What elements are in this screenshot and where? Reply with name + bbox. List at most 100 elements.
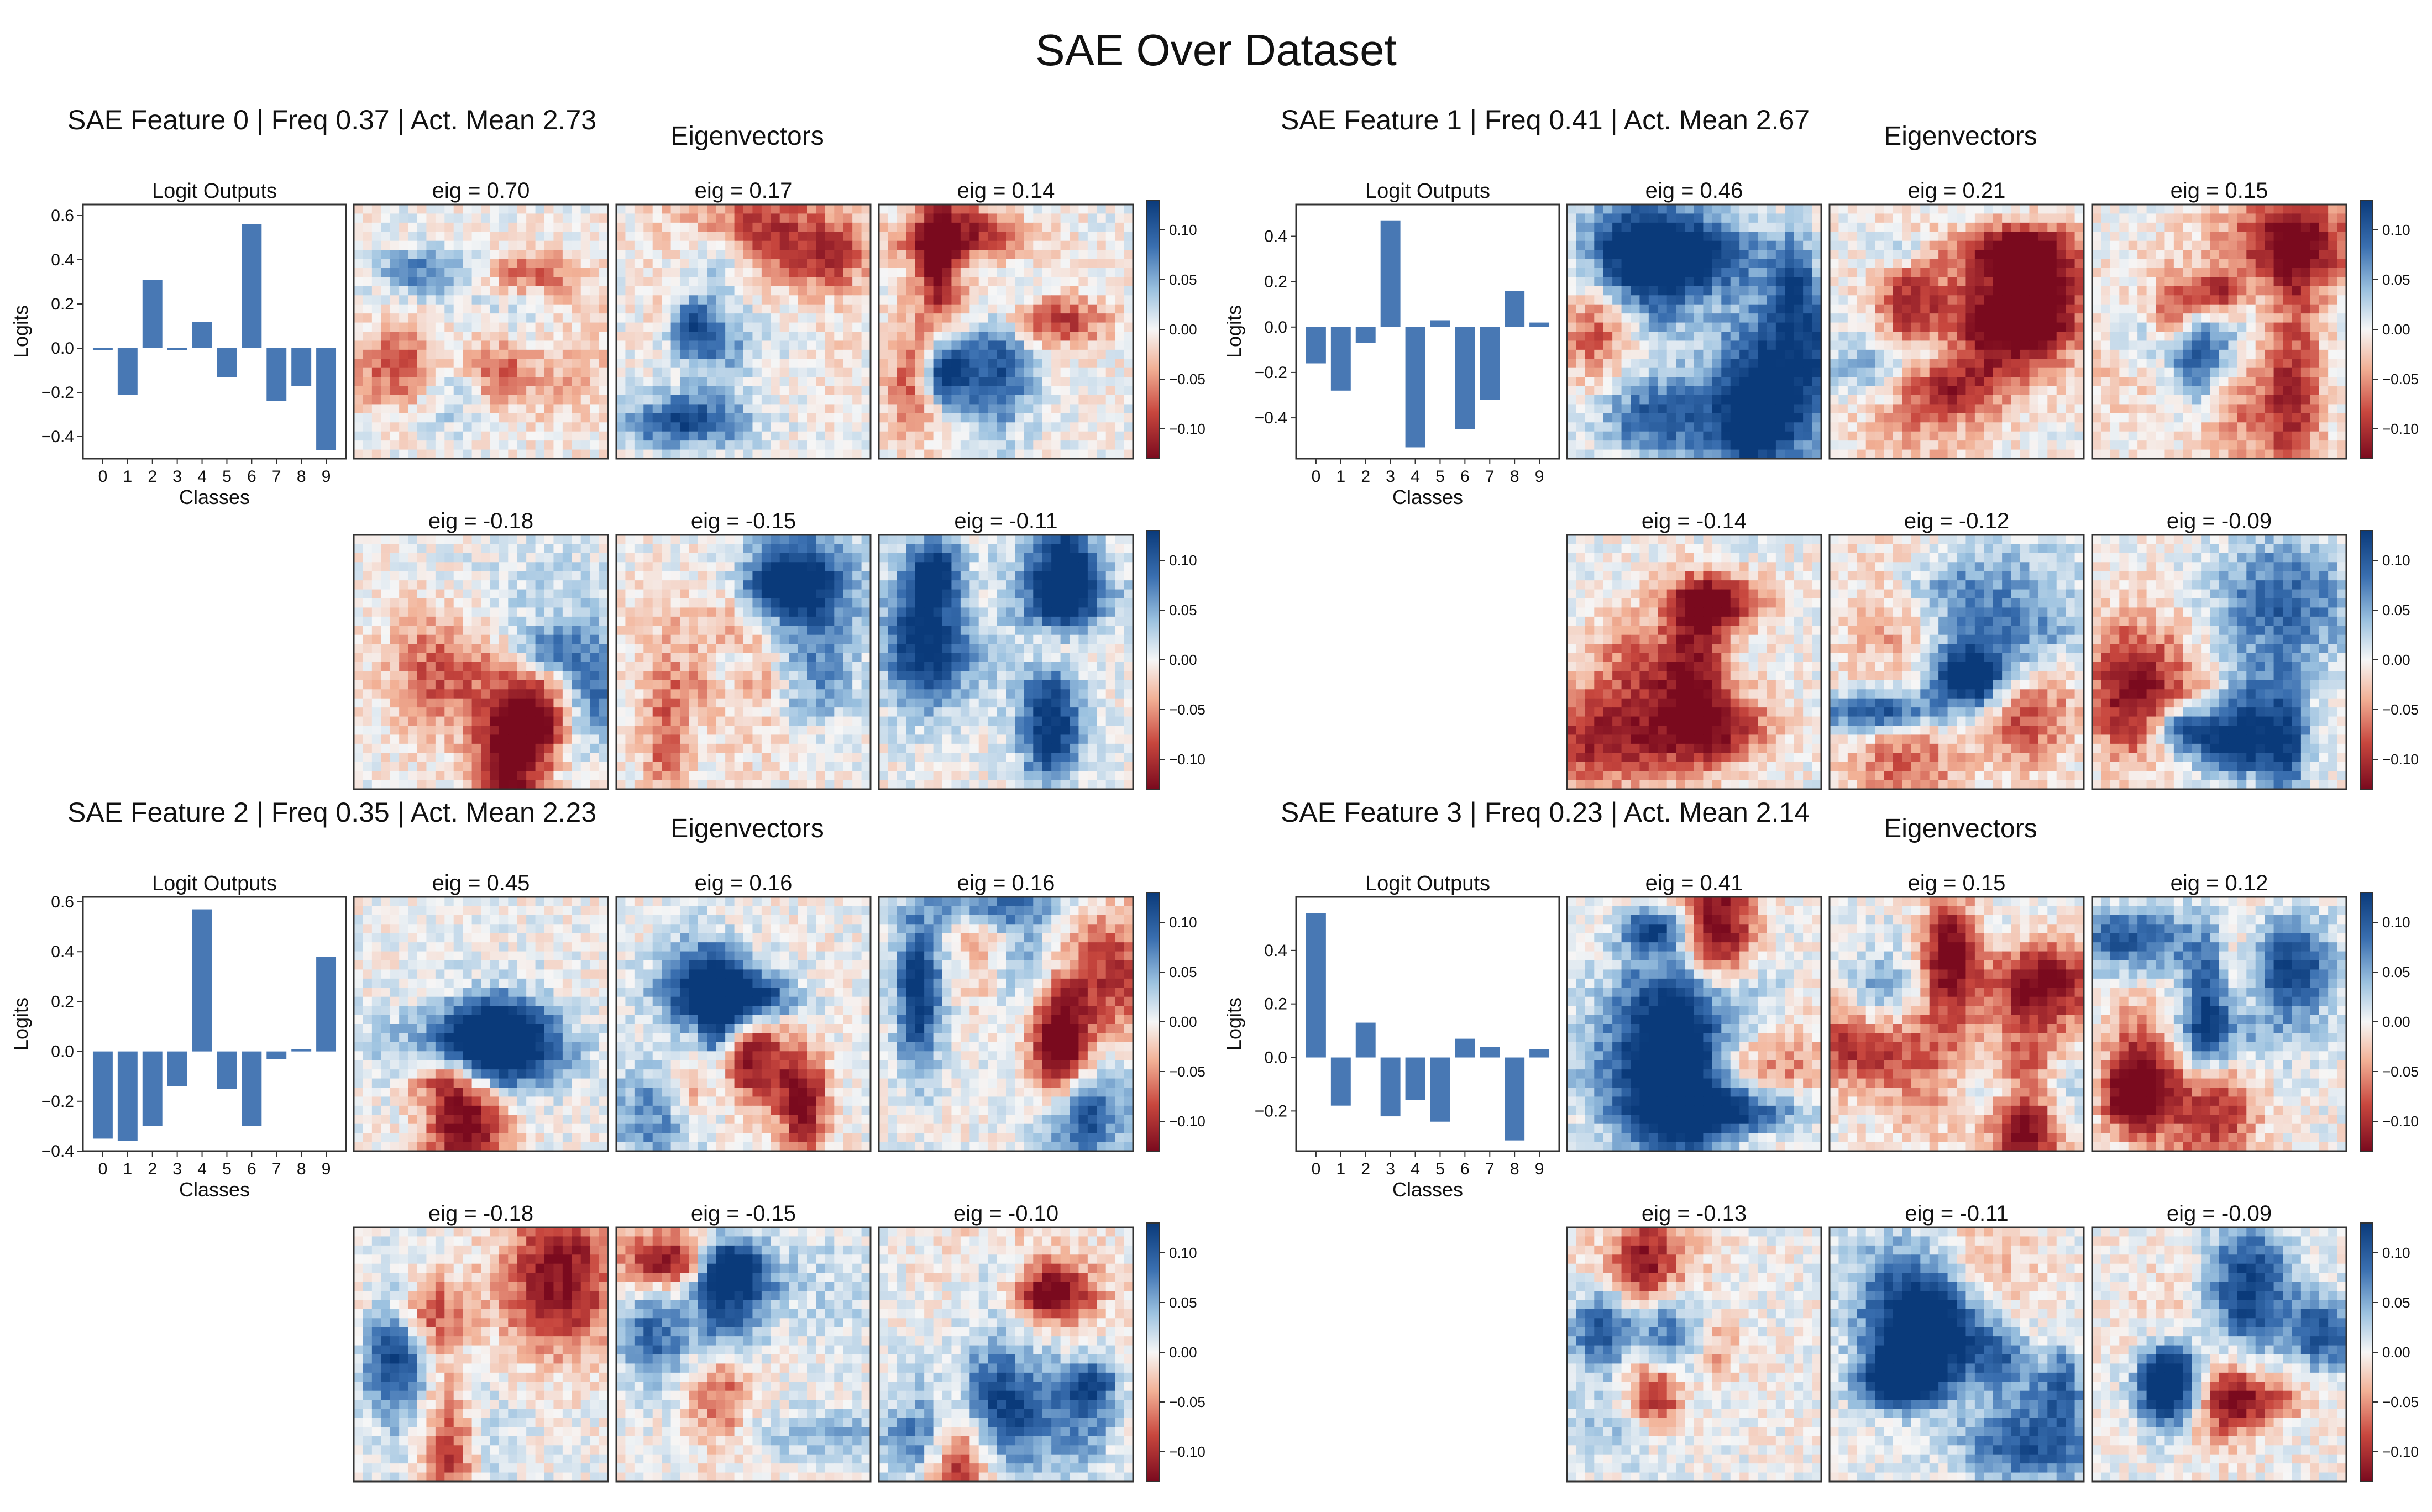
logit-bar-class-1 [117, 348, 138, 395]
colorbar-tick-label: −0.10 [2382, 751, 2419, 768]
eigenvector-row-top: eig = 0.70 eig = 0.17 eig = 0.14 0.10 0.05 0.… [353, 179, 1205, 460]
colorbar-tick-label: 0.05 [1169, 964, 1197, 980]
eigenvector-heatmap-cells [616, 204, 871, 459]
eig-value-label: eig = 0.45 [432, 871, 530, 895]
x-tick-label: 9 [322, 468, 331, 486]
eigenvector-top-2: eig = 0.14 [878, 179, 1134, 460]
x-tick-label: 8 [1510, 1160, 1519, 1178]
eigenvector-bottom-1: eig = -0.15 [615, 509, 872, 790]
x-tick-label: 5 [222, 468, 232, 486]
eigenvector-row-bottom: eig = -0.13 eig = -0.11 eig = -0.09 0.10 0.0… [1566, 1201, 2419, 1483]
colorbar-tick-label: 0.00 [2382, 652, 2410, 668]
colorbar-tick-label: 0.10 [2382, 914, 2410, 931]
logit-outputs-title: Logit Outputs [1365, 180, 1490, 203]
logit-bar-class-0 [92, 1051, 113, 1139]
eigenvector-bottom-1: eig = -0.15 [615, 1201, 872, 1483]
y-tick-label: 0.0 [51, 339, 74, 358]
eigenvector-heatmap-cells [1830, 1227, 2084, 1482]
eig-value-label: eig = 0.16 [695, 871, 793, 895]
logit-bar-class-9 [1529, 322, 1550, 327]
colorbar-tick-label: −0.05 [1169, 701, 1205, 718]
colorbar-tick-label: −0.10 [2382, 1113, 2419, 1130]
x-tick-label: 9 [1535, 1160, 1544, 1178]
eigenvector-top-2: eig = 0.15 [2091, 179, 2347, 460]
logit-bar-class-4 [1405, 327, 1425, 448]
eigenvector-heatmap-cells [1830, 204, 2084, 459]
x-tick-label: 4 [1411, 468, 1420, 486]
logit-bar-class-9 [1529, 1049, 1550, 1058]
eigenvector-top-2: eig = 0.16 [878, 871, 1134, 1152]
colorbar-tick-label: 0.10 [1169, 1245, 1197, 1261]
logit-bar-class-1 [117, 1051, 138, 1141]
colorbar-tick-label: 0.10 [2382, 1245, 2410, 1261]
eig-value-label: eig = 0.12 [2171, 871, 2268, 895]
heatmap-frame [1828, 896, 2085, 1152]
eigenvector-bottom-2: eig = -0.11 [878, 509, 1134, 790]
logit-bar-class-3 [1380, 220, 1401, 327]
heatmap-frame [2091, 1226, 2347, 1483]
colorbar [2360, 892, 2373, 1152]
eigenvector-heatmap-cells [2092, 204, 2347, 459]
heatmap-frame [2091, 203, 2347, 460]
colorbar-tick-label: −0.10 [1169, 751, 1205, 768]
eig-value-label: eig = -0.13 [1642, 1201, 1747, 1226]
logit-bar-class-6 [242, 1051, 262, 1126]
x-tick-label: 8 [1510, 468, 1519, 486]
eig-value-label: eig = 0.15 [1908, 871, 2006, 895]
eigenvector-heatmap-cells [1567, 1227, 1822, 1482]
logit-bar-class-0 [1306, 913, 1326, 1058]
eigenvector-heatmap-cells [616, 535, 871, 790]
y-tick-label: 0.2 [1264, 995, 1287, 1014]
y-axis-label: Logits [1223, 998, 1245, 1051]
eig-value-label: eig = -0.12 [1904, 509, 2009, 533]
logit-outputs-title: Logit Outputs [152, 872, 277, 895]
feature-panel-1: SAE Feature 1 | Freq 0.41 | Act. Mean 2.… [1223, 104, 2419, 790]
y-tick-label: −0.4 [1255, 409, 1287, 427]
colorbar [1146, 200, 1160, 459]
x-tick-label: 2 [148, 1160, 157, 1178]
eigenvector-top-1: eig = 0.16 [615, 871, 872, 1152]
eig-value-label: eig = 0.14 [957, 179, 1055, 203]
x-tick-label: 5 [1435, 1160, 1445, 1178]
x-tick-label: 2 [1361, 468, 1370, 486]
eigenvector-heatmap-cells [354, 204, 609, 459]
colorbar [2360, 200, 2373, 459]
x-tick-label: 5 [222, 1160, 232, 1178]
x-axis-label: Classes [179, 486, 250, 508]
heatmap-frame [1566, 203, 1822, 460]
logit-bar-class-4 [192, 909, 212, 1052]
x-tick-label: 2 [148, 468, 157, 486]
eig-value-label: eig = 0.70 [432, 179, 530, 203]
logit-bar-class-7 [266, 348, 287, 401]
eigenvector-heatmap-cells [354, 897, 609, 1152]
logit-bar-class-0 [92, 348, 113, 350]
y-axis-label: Logits [9, 998, 32, 1051]
x-tick-label: 6 [1460, 468, 1470, 486]
heatmap-frame [878, 203, 1134, 460]
x-tick-label: 6 [247, 1160, 256, 1178]
eigenvector-row-top: eig = 0.45 eig = 0.16 eig = 0.16 0.10 0.05 0.… [353, 871, 1205, 1152]
y-tick-label: 0.6 [51, 207, 74, 225]
eig-value-label: eig = -0.18 [428, 509, 533, 533]
y-tick-label: 0.6 [51, 893, 74, 911]
colorbar-tick-label: −0.10 [1169, 1113, 1205, 1130]
logit-bar-chart: Logit Outputs 0 1 2 3 4 5 6 7 8 9 −0.2 0.0 0.2 0.4 Clas… [1223, 872, 1560, 1201]
logit-bar-class-7 [266, 1051, 287, 1059]
eigenvector-top-0: eig = 0.45 [353, 871, 609, 1152]
eig-value-label: eig = 0.16 [957, 871, 1055, 895]
eigenvectors-heading: Eigenvectors [670, 122, 824, 151]
heatmap-frame [2091, 534, 2347, 790]
y-tick-label: 0.0 [51, 1043, 74, 1061]
x-tick-label: 1 [1336, 468, 1345, 486]
x-tick-label: 8 [297, 1160, 306, 1178]
eigenvector-bottom-0: eig = -0.18 [353, 1201, 609, 1483]
eigenvector-top-0: eig = 0.70 [353, 179, 609, 460]
colorbar-tick-label: 0.00 [1169, 1344, 1197, 1361]
logit-bar-class-8 [1505, 291, 1525, 327]
logit-bar-class-5 [1430, 1057, 1450, 1122]
eigenvector-heatmap-cells [1830, 535, 2084, 790]
colorbar-tick-label: −0.10 [2382, 421, 2419, 437]
bar-chart-frame [82, 203, 347, 460]
heatmap-frame [353, 896, 609, 1152]
colorbar-tick-label: 0.10 [1169, 914, 1197, 931]
